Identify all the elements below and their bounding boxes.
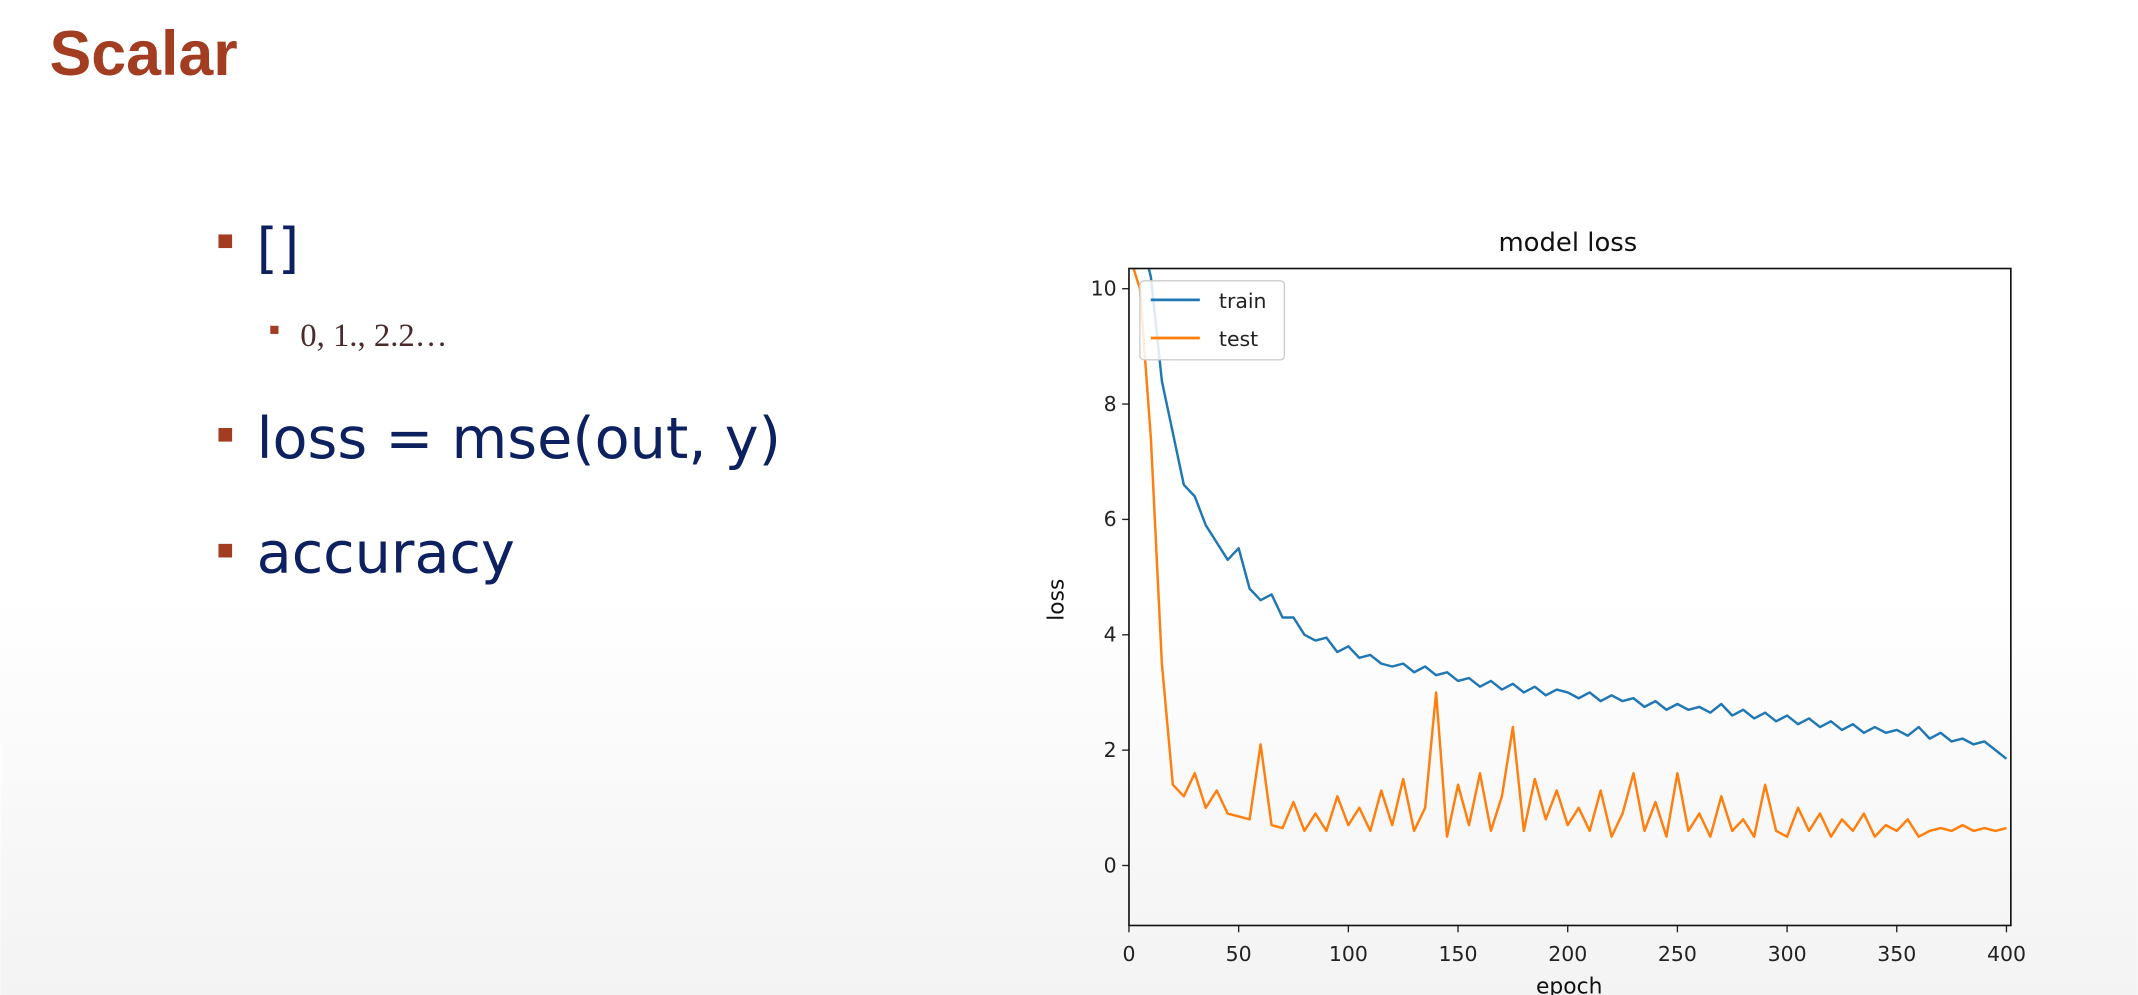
y-tick-label: 2 bbox=[1104, 738, 1117, 762]
sub-bullet-text: 0, 1., 2.2… bbox=[300, 318, 447, 354]
x-tick-label: 150 bbox=[1439, 942, 1478, 966]
y-tick-label: 0 bbox=[1104, 853, 1117, 877]
y-tick-label: 10 bbox=[1091, 277, 1117, 301]
bullet-marker bbox=[270, 325, 279, 334]
x-tick-label: 50 bbox=[1226, 942, 1252, 966]
bullet-marker bbox=[218, 543, 233, 558]
series-line bbox=[1132, 268, 2007, 838]
chart: model loss epoch loss 0 50 100 150 200 250 300… bbox=[1045, 228, 2026, 995]
x-tick-label: 0 bbox=[1122, 942, 1135, 966]
x-tick-label: 200 bbox=[1548, 942, 1587, 966]
slide-title: Scalar bbox=[49, 19, 237, 89]
y-axis-label: loss bbox=[1045, 579, 1070, 621]
legend-label: test bbox=[1219, 327, 1258, 351]
bullet-marker bbox=[218, 427, 233, 442]
plot-frame bbox=[1128, 267, 2012, 927]
x-tick-label: 350 bbox=[1877, 942, 1916, 966]
plot-area bbox=[1132, 268, 2008, 838]
bullet-text: accuracy bbox=[257, 520, 515, 586]
x-axis-label: epoch bbox=[1536, 975, 1602, 995]
y-tick-label: 8 bbox=[1104, 392, 1117, 416]
x-tick-label: 100 bbox=[1329, 942, 1368, 966]
chart-title: model loss bbox=[1498, 228, 1637, 258]
x-tick-label: 400 bbox=[1987, 942, 2026, 966]
y-tick-label: 4 bbox=[1104, 623, 1117, 647]
y-tick-label: 6 bbox=[1104, 507, 1117, 531]
series-line bbox=[1147, 268, 2008, 760]
bullet-text: [] bbox=[257, 216, 300, 280]
bullet-text: loss = mse(out, y) bbox=[257, 406, 781, 472]
bullet-marker bbox=[218, 234, 233, 249]
x-tick-label: 250 bbox=[1658, 942, 1697, 966]
legend-label: train bbox=[1219, 289, 1267, 313]
x-tick-label: 300 bbox=[1768, 942, 1807, 966]
